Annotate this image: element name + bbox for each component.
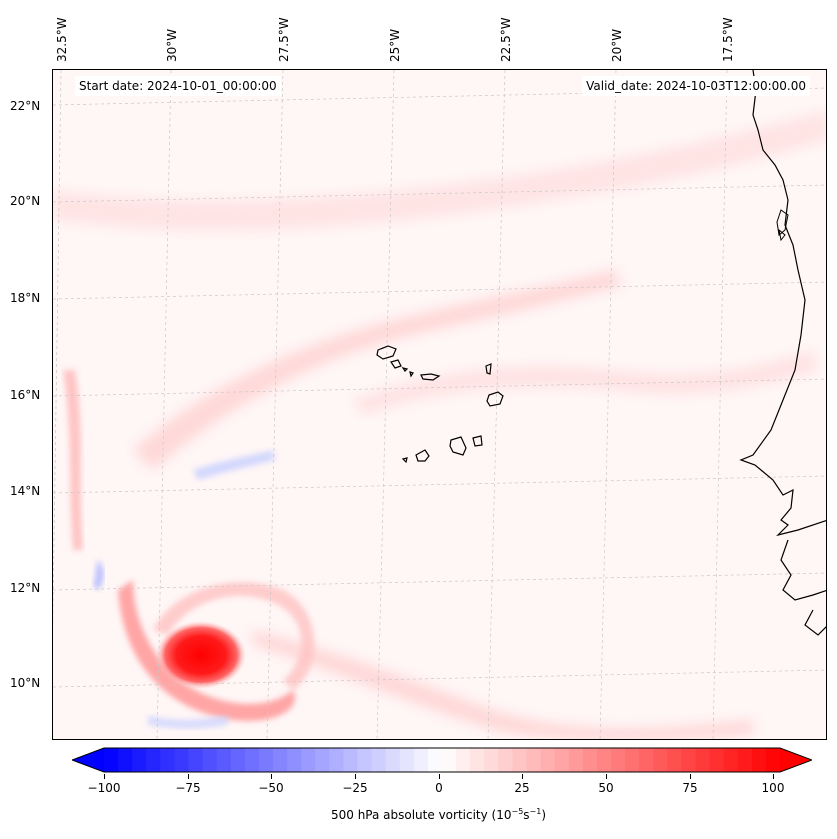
colorbar-level — [174, 748, 190, 772]
colorbar-level — [709, 748, 725, 772]
colorbar-level — [385, 748, 401, 772]
vorticity-band-west — [63, 370, 83, 550]
colorbar-level — [751, 748, 767, 772]
colorbar-level — [160, 748, 176, 772]
colorbar-level — [681, 748, 697, 772]
colorbar-level — [625, 748, 640, 772]
lat-label-18n: 18°N — [10, 291, 41, 305]
colorbar-level — [484, 748, 499, 772]
colorbar-level — [399, 748, 415, 772]
lat-label-20n: 20°N — [10, 194, 41, 208]
colorbar-level — [723, 748, 739, 772]
colorbar-level — [596, 748, 612, 772]
cb-tick-0: −100 — [87, 781, 121, 795]
vorticity-field — [53, 110, 826, 739]
colorbar-level — [132, 748, 147, 772]
negative-streak-small — [93, 560, 104, 590]
colorbar-level — [315, 748, 330, 772]
lon-label-20w: 20°W — [610, 28, 624, 62]
vorticity-map[interactable] — [52, 69, 827, 740]
lat-label-14n: 14°N — [10, 484, 41, 498]
valid-date-label: Valid_date: 2024-10-03T12:00:00.00 — [582, 76, 810, 96]
negative-streak-south — [148, 715, 228, 729]
lon-label-25w: 25°W — [388, 28, 402, 62]
cape-verde-islands — [376, 345, 504, 464]
colorbar-level — [568, 748, 584, 772]
negative-streak-west — [193, 450, 275, 480]
colorbar-level — [118, 748, 133, 772]
lat-label-16n: 16°N — [10, 388, 41, 402]
colorbar-level — [582, 748, 598, 772]
cb-tick-6: 50 — [598, 781, 614, 795]
vorticity-band-central — [133, 270, 623, 470]
cb-tick-4: 0 — [435, 781, 443, 795]
colorbar-level — [273, 748, 288, 772]
colorbar-level — [442, 748, 457, 772]
colorbar-level — [357, 748, 373, 772]
colorbar-level — [512, 748, 528, 772]
colorbar-level — [470, 748, 485, 772]
colorbar — [72, 747, 812, 773]
colorbar-level — [653, 748, 668, 772]
lon-label-27-5w: 27.5°W — [277, 17, 291, 62]
lat-label-10n: 10°N — [10, 676, 41, 690]
cb-tick-1: −75 — [175, 781, 201, 795]
colorbar-level — [540, 748, 556, 772]
start-date-label: Start date: 2024-10-01_00:00:00 — [75, 76, 281, 96]
colorbar-level — [427, 748, 443, 772]
vortex-spiral-arm — [118, 580, 295, 721]
lon-label-22-5w: 22.5°W — [499, 17, 513, 62]
colorbar-level — [104, 748, 119, 772]
colorbar-extend-low — [72, 748, 104, 772]
cb-tick-5: 25 — [514, 781, 530, 795]
colorbar-level — [695, 748, 711, 772]
colorbar-title: 500 hPa absolute vorticity (10−5s−1) — [330, 807, 547, 822]
colorbar-level — [371, 748, 387, 772]
colorbar-level — [737, 748, 753, 772]
colorbar-level — [287, 748, 302, 772]
colorbar-outline — [72, 747, 812, 773]
colorbar-level — [146, 748, 161, 772]
colorbar-level — [765, 748, 781, 772]
colorbar-level — [526, 748, 542, 772]
cb-tick-2: −50 — [258, 781, 284, 795]
gridlines — [53, 70, 826, 739]
vorticity-band-north — [53, 110, 826, 231]
colorbar-level — [202, 748, 218, 772]
trailing-band-southeast — [253, 630, 753, 739]
lon-label-32-5w: 32.5°W — [55, 17, 69, 62]
africa-coastline — [739, 70, 826, 636]
colorbar-level — [667, 748, 683, 772]
lon-label-30w: 30°W — [165, 28, 179, 62]
colorbar-level — [258, 748, 274, 772]
lat-label-12n: 12°N — [10, 581, 41, 595]
colorbar-level — [456, 748, 471, 772]
colorbar-level — [498, 748, 514, 772]
cb-tick-7: 75 — [682, 781, 698, 795]
africa-coast-island — [776, 209, 789, 242]
colorbar-level — [413, 748, 429, 772]
vorticity-band-east — [353, 350, 818, 415]
lat-label-22n: 22°N — [10, 99, 41, 113]
colorbar-level — [611, 748, 626, 772]
colorbar-level — [301, 748, 316, 772]
colorbar-level — [230, 748, 246, 772]
cb-tick-8: 100 — [761, 781, 785, 795]
vortex-core — [156, 621, 246, 689]
map-canvas — [53, 70, 826, 739]
colorbar-level — [244, 748, 260, 772]
colorbar-level — [188, 748, 204, 772]
colorbar-level — [554, 748, 570, 772]
colorbar-level — [343, 748, 359, 772]
colorbar-level — [639, 748, 654, 772]
vortex-outer-ring — [153, 582, 315, 690]
lon-label-17-5w: 17.5°W — [721, 17, 735, 62]
colorbar-extend-high — [780, 748, 812, 772]
cb-tick-3: −25 — [342, 781, 368, 795]
colorbar-level — [329, 748, 345, 772]
colorbar-level — [216, 748, 232, 772]
